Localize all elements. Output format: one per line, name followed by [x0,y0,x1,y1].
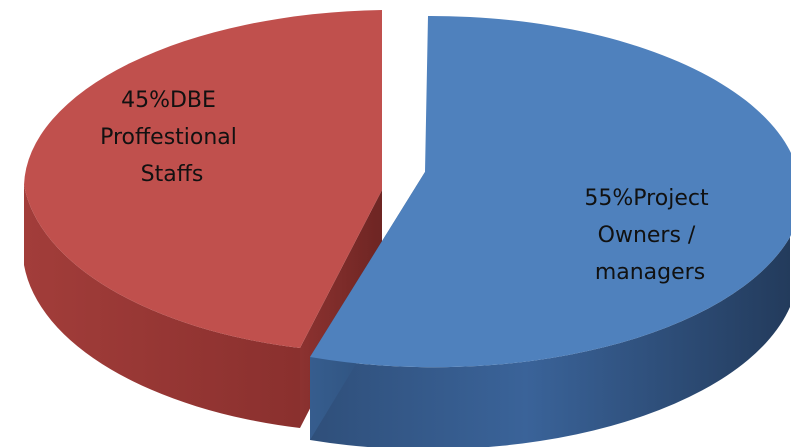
slice-label-line: managers [595,260,705,285]
slice-label-dbe-staffs: 45%DBE Proffestional Staffs [100,88,244,187]
slice-side-project-owners [310,237,790,447]
slice-label-project-owners: 55%Project Owners / managers [584,186,715,285]
slice-label-line: Owners / [598,223,696,248]
slice-top-dbe-staffs [24,10,382,348]
slice-label-line: Staffs [141,162,204,187]
slice-label-line: 45%DBE [121,88,216,113]
slice-top-project-owners [310,15,791,368]
slice-label-line: Proffestional [100,125,237,150]
slice-side-dbe-staffs [24,185,300,428]
slice-label-line: 55%Project [584,186,709,211]
